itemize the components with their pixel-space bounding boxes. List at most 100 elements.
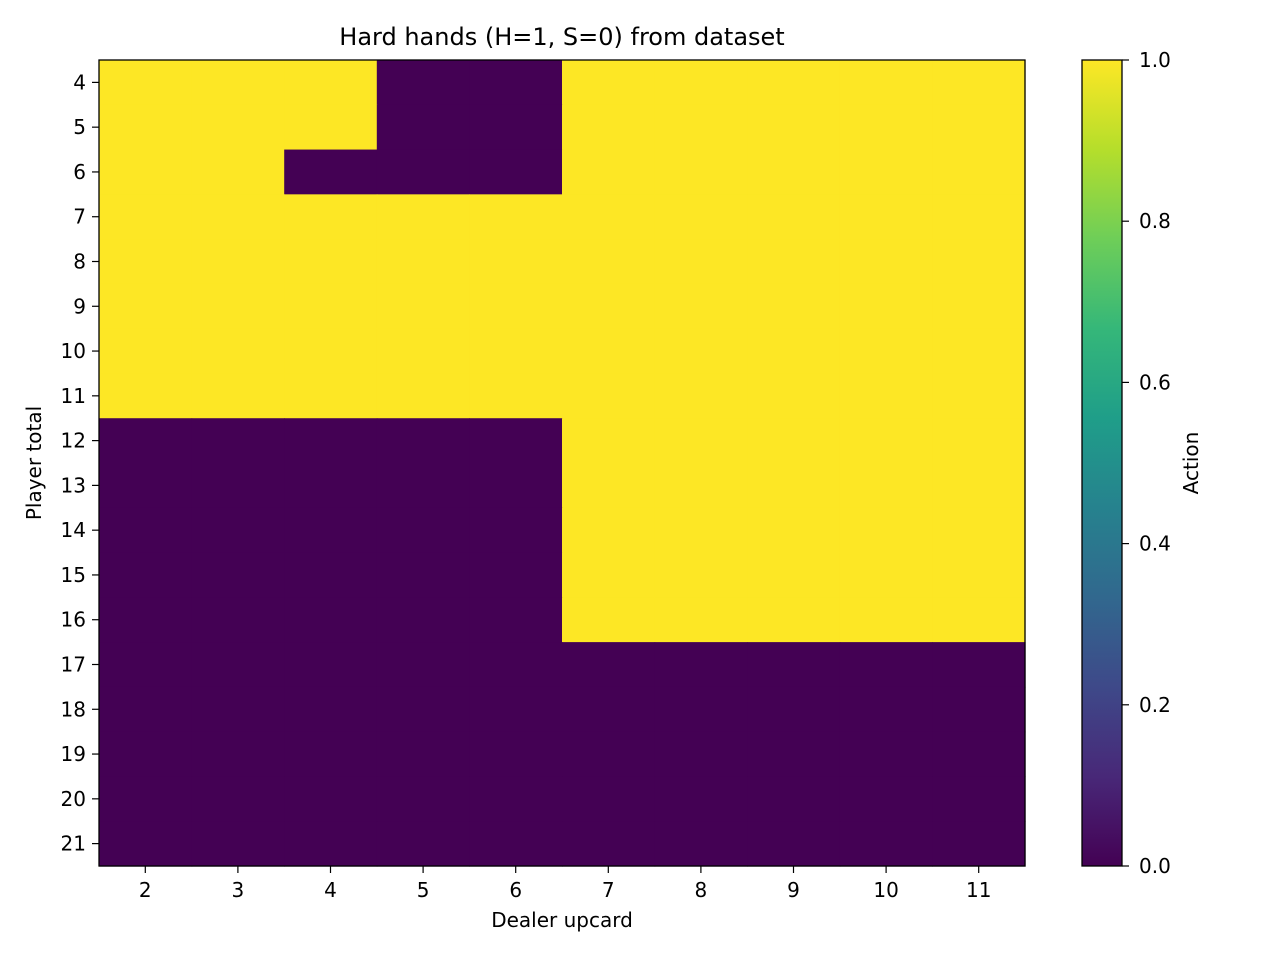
heatmap-cell (284, 283, 378, 330)
heatmap-cell (747, 507, 841, 554)
heatmap-cell (376, 507, 470, 554)
heatmap-cell (839, 328, 933, 375)
heatmap-cell (562, 104, 656, 151)
heatmap-cell (932, 149, 1026, 195)
heatmap-cell (839, 731, 933, 778)
heatmap-cell (932, 642, 1026, 688)
heatmap-cell (839, 60, 933, 106)
heatmap-cell (932, 239, 1026, 285)
x-tick-label: 2 (139, 878, 152, 902)
heatmap-cell (376, 283, 470, 330)
heatmap-cell (191, 597, 285, 643)
heatmap-cell (839, 552, 933, 598)
heatmap-cell (469, 552, 563, 598)
heatmap-cell (932, 776, 1026, 822)
heatmap-cell (191, 463, 285, 509)
heatmap-cell (839, 776, 933, 822)
heatmap-cell (654, 821, 748, 867)
heatmap-cell (839, 418, 933, 464)
heatmap-cell (191, 328, 285, 375)
heatmap-cell (654, 463, 748, 509)
heatmap-cell (284, 507, 378, 554)
heatmap-cell (654, 507, 748, 554)
y-tick-label: 12 (61, 429, 86, 453)
heatmap-cell (469, 149, 563, 195)
heatmap-cell (562, 642, 656, 688)
heatmap-cell (469, 597, 563, 643)
heatmap-cell (376, 821, 470, 867)
y-tick-label: 13 (61, 473, 86, 497)
heatmap-cell (747, 60, 841, 106)
heatmap-cell (747, 776, 841, 822)
heatmap-cell (932, 686, 1026, 733)
heatmap-cell (654, 194, 748, 240)
heatmap-cell (99, 776, 193, 822)
x-tick-label: 7 (602, 878, 615, 902)
chart-title: Hard hands (H=1, S=0) from dataset (339, 23, 784, 51)
x-tick-label: 4 (324, 878, 337, 902)
heatmap-cell (654, 328, 748, 375)
y-tick-label: 17 (61, 653, 86, 677)
colorbar (1081, 59, 1123, 867)
y-tick-label: 16 (61, 608, 86, 632)
y-tick-label: 20 (61, 787, 86, 811)
heatmap-cell (469, 373, 563, 419)
heatmap-cell (747, 552, 841, 598)
heatmap-cell (376, 149, 470, 195)
heatmap-cell (469, 821, 563, 867)
heatmap-cell (469, 328, 563, 375)
heatmap-cell (747, 283, 841, 330)
heatmap-cell (932, 463, 1026, 509)
heatmap-cell (376, 239, 470, 285)
heatmap-cell (191, 642, 285, 688)
heatmap-cell (469, 642, 563, 688)
heatmap-cell (99, 642, 193, 688)
heatmap-cell (469, 776, 563, 822)
heatmap-cell (284, 776, 378, 822)
heatmap-cell (99, 60, 193, 106)
heatmap-cell (562, 328, 656, 375)
heatmap-cell (747, 149, 841, 195)
heatmap-cell (376, 597, 470, 643)
heatmap-cell (99, 507, 193, 554)
colorbar-tick-label: 0.4 (1139, 532, 1171, 556)
heatmap-cell (99, 283, 193, 330)
heatmap-cell (932, 60, 1026, 106)
heatmap-cell (191, 821, 285, 867)
heatmap-cell (284, 328, 378, 375)
heatmap-cell (747, 597, 841, 643)
heatmap-cell (99, 239, 193, 285)
heatmap-cell (376, 463, 470, 509)
heatmap-cell (191, 104, 285, 151)
heatmap-cell (284, 194, 378, 240)
heatmap-cell (191, 283, 285, 330)
heatmap-cell (191, 686, 285, 733)
heatmap-cell (284, 239, 378, 285)
heatmap-cell (654, 597, 748, 643)
heatmap-cell (99, 552, 193, 598)
heatmap-cell (191, 60, 285, 106)
heatmap-cell (932, 283, 1026, 330)
heatmap-cell (469, 283, 563, 330)
heatmap-cell (284, 418, 378, 464)
heatmap-cell (932, 328, 1026, 375)
y-tick-label: 9 (73, 294, 86, 318)
heatmap-cell (376, 104, 470, 151)
heatmap-cell (932, 418, 1026, 464)
x-axis-ticks: 2 3 4 5 6 7 8 9 10 11 (139, 866, 991, 902)
heatmap-cell (562, 149, 656, 195)
heatmap-cell (376, 373, 470, 419)
heatmap-cell (99, 373, 193, 419)
heatmap-cell (469, 686, 563, 733)
heatmap-cell (932, 552, 1026, 598)
y-tick-label: 14 (61, 518, 86, 542)
heatmap-cell (747, 418, 841, 464)
heatmap-cell (469, 731, 563, 778)
heatmap-cell (469, 60, 563, 106)
heatmap-cell (562, 507, 656, 554)
y-tick-label: 5 (73, 115, 86, 139)
heatmap-cell (839, 149, 933, 195)
heatmap-cell (376, 731, 470, 778)
heatmap-cell (562, 194, 656, 240)
